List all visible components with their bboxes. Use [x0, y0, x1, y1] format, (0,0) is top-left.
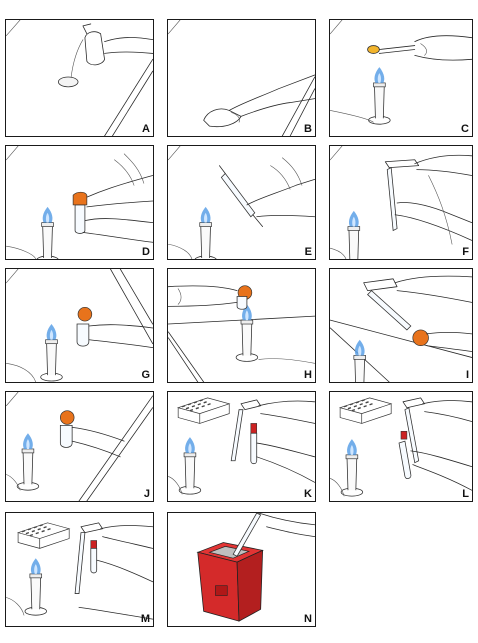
panel-a-illustration: [6, 20, 153, 136]
panel-label: N: [304, 613, 312, 625]
panel-label: K: [304, 488, 312, 500]
panel-m: M: [5, 512, 154, 627]
panel-a: A: [5, 19, 154, 137]
panel-h-illustration: [168, 285, 315, 382]
panel-label: I: [465, 369, 469, 381]
panel-label: M: [140, 613, 150, 625]
panel-label: B: [304, 123, 312, 135]
panel-j-illustration: [6, 392, 153, 501]
panel-label: J: [143, 488, 150, 500]
panel-b: B: [167, 19, 316, 137]
panel-j: J: [5, 391, 154, 502]
panel-label: E: [304, 246, 312, 258]
panel-f: F: [329, 145, 473, 260]
sharps-bin: [196, 542, 264, 622]
panel-k: K: [167, 391, 316, 502]
panel-e: E: [167, 145, 316, 260]
panel-d: D: [5, 145, 154, 260]
panel-c-illustration: [330, 20, 472, 125]
panel-h: H: [167, 268, 316, 383]
panel-m-illustration: [6, 522, 153, 620]
panel-label: F: [462, 246, 469, 258]
panel-label: G: [141, 369, 150, 381]
panel-f-illustration: [330, 146, 472, 259]
panel-l-illustration: [330, 397, 472, 497]
panel-label: C: [461, 123, 469, 135]
panel-g-illustration: [6, 269, 153, 382]
panel-n: N: [167, 512, 316, 627]
panel-k-illustration: [168, 397, 315, 495]
panel-label: D: [142, 246, 150, 258]
panel-g: G: [5, 268, 154, 383]
panel-l: L: [329, 391, 473, 502]
panel-i-illustration: [330, 275, 472, 382]
panel-label: H: [304, 369, 312, 381]
panel-e-illustration: [168, 146, 315, 259]
panel-b-illustration: [168, 20, 315, 136]
panel-n-illustration: [196, 513, 315, 622]
panel-c: C: [329, 19, 473, 137]
panel-label: A: [142, 123, 150, 135]
panel-d-illustration: [6, 146, 153, 259]
panel-i: I: [329, 268, 473, 383]
panel-label: L: [462, 488, 469, 500]
